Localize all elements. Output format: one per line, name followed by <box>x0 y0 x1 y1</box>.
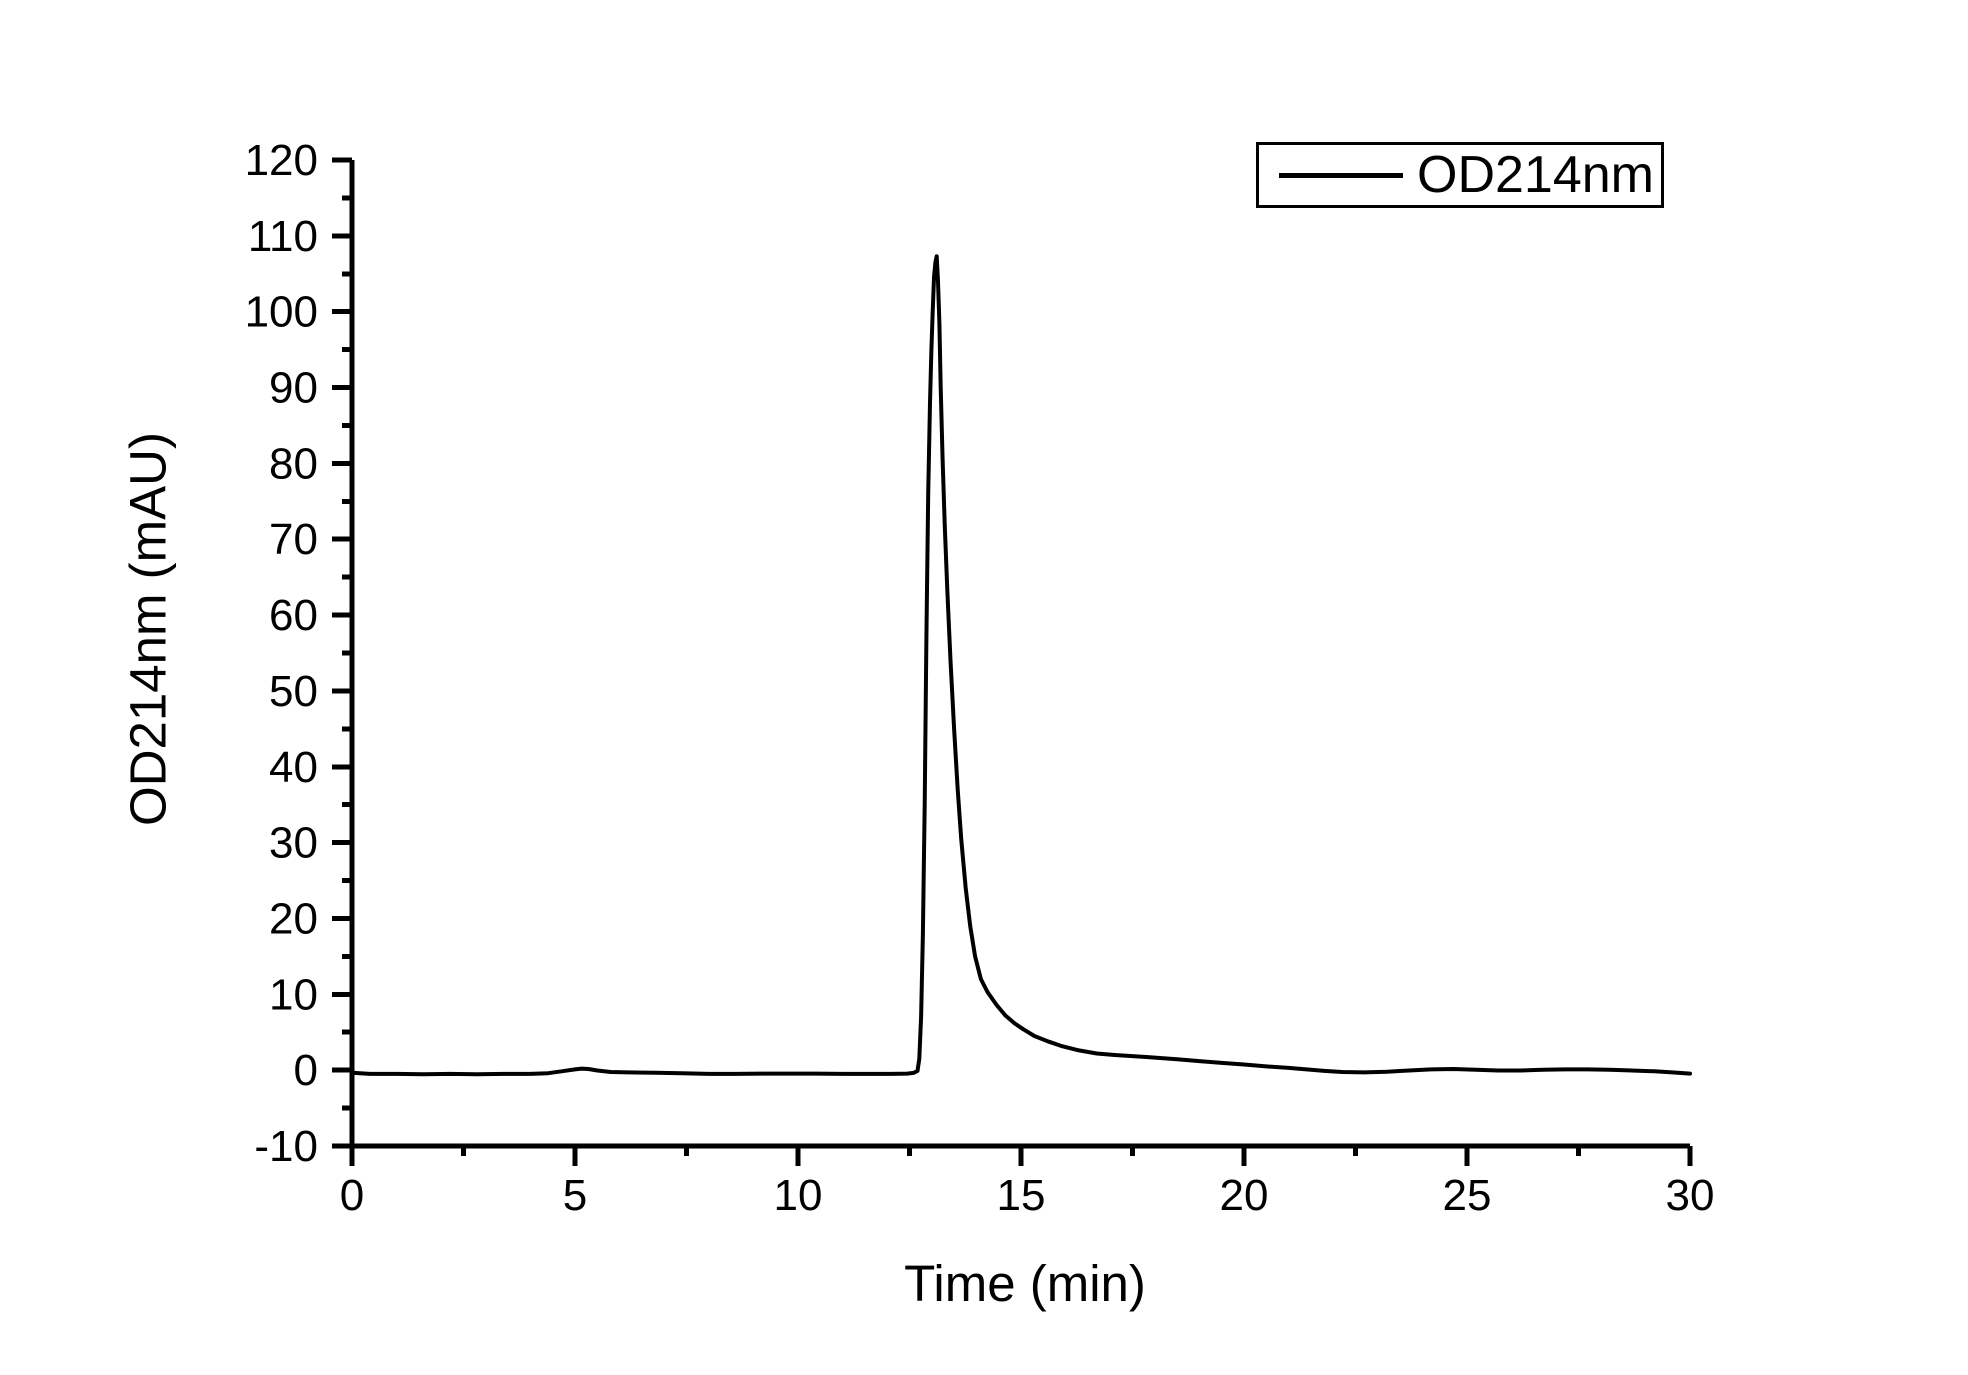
y-axis-title: OD214nm (mAU) <box>119 432 177 826</box>
y-tick-label: 70 <box>269 515 318 564</box>
x-axis-title: Time (min) <box>904 1255 1146 1312</box>
legend: OD214nm <box>1256 142 1664 208</box>
y-tick-label: 110 <box>248 212 318 261</box>
x-tick-label: 25 <box>1443 1171 1492 1220</box>
y-tick-label: 30 <box>269 819 318 868</box>
y-tick-label: 20 <box>269 894 318 943</box>
x-tick-label: 30 <box>1666 1171 1715 1220</box>
y-tick-label: 60 <box>269 591 318 640</box>
series-curve-OD214nm <box>350 254 1692 1077</box>
y-tick-label: 0 <box>294 1046 318 1095</box>
y-tick-label: 50 <box>269 667 318 716</box>
y-tick-label: -10 <box>254 1122 318 1171</box>
x-tick-label: 0 <box>340 1171 364 1220</box>
y-tick-label: 10 <box>269 970 318 1019</box>
x-tick-label: 5 <box>563 1171 587 1220</box>
x-tick-label: 15 <box>997 1171 1046 1220</box>
y-tick-label: 90 <box>269 364 318 413</box>
x-tick-label: 20 <box>1220 1171 1269 1220</box>
x-tick-label: 10 <box>774 1171 823 1220</box>
y-tick-label: 100 <box>245 288 318 337</box>
y-tick-label: 120 <box>245 136 318 185</box>
legend-line-sample <box>1279 172 1403 178</box>
y-tick-label: 40 <box>269 743 318 792</box>
legend-label: OD214nm <box>1417 146 1654 204</box>
y-tick-label: 80 <box>269 439 318 488</box>
